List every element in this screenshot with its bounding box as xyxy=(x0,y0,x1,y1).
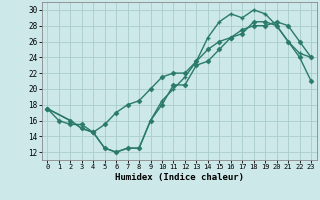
X-axis label: Humidex (Indice chaleur): Humidex (Indice chaleur) xyxy=(115,173,244,182)
